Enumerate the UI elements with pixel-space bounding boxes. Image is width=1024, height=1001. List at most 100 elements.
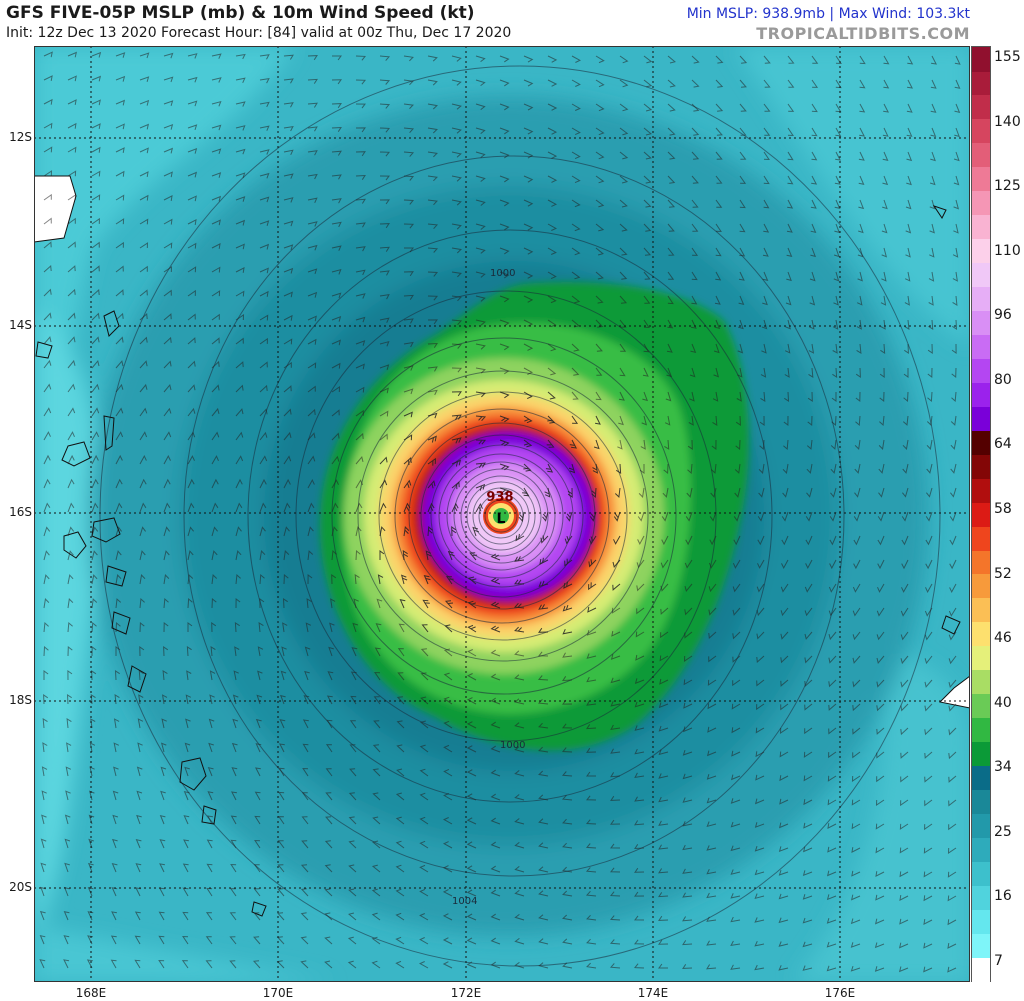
wind-barb: [514, 626, 525, 633]
colorbar-tick-label: 140: [994, 113, 1021, 130]
wind-barb: [302, 743, 309, 753]
wind-barb: [443, 744, 453, 753]
wind-barb: [490, 961, 501, 969]
wind-barb: [307, 362, 317, 369]
wind-barb: [778, 869, 789, 876]
wind-barb: [660, 559, 669, 569]
wind-barb: [490, 697, 501, 705]
wind-barb: [547, 199, 558, 207]
lon-label-172e: 172E: [450, 986, 482, 1000]
wind-barb: [683, 679, 693, 686]
wind-barb: [930, 79, 937, 89]
wind-barb: [858, 223, 864, 234]
wind-barb: [927, 367, 933, 378]
wind-barb: [731, 727, 741, 734]
wind-barb: [372, 792, 381, 801]
wind-barb: [835, 103, 842, 113]
wind-barb: [114, 670, 120, 681]
wind-barb: [253, 888, 261, 897]
wind-barb: [571, 367, 580, 376]
wind-barb: [451, 151, 462, 158]
wind-barb: [667, 55, 676, 64]
wind-barb: [589, 511, 597, 522]
wind-barb: [832, 367, 838, 378]
wind-barb: [715, 79, 724, 88]
wind-barb: [211, 455, 219, 465]
wind-barb: [399, 598, 406, 609]
wind-barb: [708, 583, 717, 593]
wind-barb: [259, 172, 270, 179]
wind-barb: [235, 384, 244, 393]
wind-barb: [951, 367, 957, 378]
wind-barb: [902, 463, 909, 474]
wind-barb: [538, 722, 549, 729]
wind-barb: [948, 775, 957, 783]
wind-barb: [856, 319, 862, 330]
wind-barb: [331, 198, 342, 204]
wind-barb: [738, 319, 744, 330]
wind-barb: [707, 703, 717, 710]
wind-barb: [443, 672, 453, 681]
wind-barb: [307, 478, 315, 489]
wind-barb: [658, 820, 669, 826]
lon-label-170e: 170E: [262, 986, 294, 1000]
wind-barb: [403, 341, 414, 348]
wind-barb: [182, 887, 189, 897]
wind-barb: [187, 313, 196, 321]
wind-barb: [756, 679, 765, 687]
wind-barb: [662, 487, 669, 498]
wind-barb: [331, 268, 342, 275]
wind-barb: [586, 914, 597, 921]
wind-barb: [610, 654, 621, 660]
wind-barb: [283, 455, 292, 465]
wind-barb: [706, 940, 717, 946]
wind-barb: [331, 549, 337, 561]
wind-barb: [715, 175, 723, 184]
wind-barb: [757, 511, 765, 522]
wind-barb: [586, 676, 597, 683]
wind-barb: [348, 792, 357, 801]
isobars: [99, 65, 941, 967]
wind-barb: [66, 742, 72, 753]
wind-barb: [229, 888, 237, 897]
wind-barb: [756, 655, 765, 664]
wind-barb: [331, 409, 340, 417]
wind-barb: [547, 319, 557, 328]
wind-barb: [451, 437, 462, 444]
wind-barb: [283, 291, 293, 298]
wind-barb: [924, 727, 933, 736]
wind-barb: [874, 918, 885, 925]
wind-barb: [585, 843, 597, 849]
wind-barb: [43, 574, 50, 585]
wind-barb: [115, 241, 124, 249]
wind-barb: [372, 840, 381, 849]
wind-barb: [949, 583, 957, 594]
wind-barb: [732, 559, 741, 569]
wind-barb: [547, 151, 558, 159]
wind-barb: [643, 79, 653, 88]
wind-barb: [610, 701, 621, 707]
wind-barb: [211, 360, 220, 369]
wind-barb: [876, 727, 885, 735]
wind-barb: [182, 935, 189, 945]
wind-barb: [667, 319, 674, 329]
wind-barb: [379, 433, 388, 441]
wind-barb: [735, 415, 741, 426]
wind-barb: [730, 821, 741, 828]
wind-barb: [282, 622, 288, 633]
wind-barb: [475, 295, 486, 302]
wind-barb: [547, 415, 556, 424]
wind-barb: [595, 199, 605, 208]
wind-barb: [139, 336, 148, 345]
wind-speed-map[interactable]: 938 L 1000 1000 1004: [34, 46, 970, 982]
wind-barb: [115, 646, 121, 656]
wind-barb: [706, 797, 717, 804]
wind-barb: [687, 463, 693, 475]
wind-barb: [665, 391, 672, 402]
wind-barb: [331, 126, 342, 132]
wind-barb: [355, 316, 366, 323]
wind-barb: [691, 55, 700, 64]
wind-barb: [658, 702, 669, 709]
wind-barb: [763, 79, 771, 88]
wind-barb: [159, 814, 166, 825]
